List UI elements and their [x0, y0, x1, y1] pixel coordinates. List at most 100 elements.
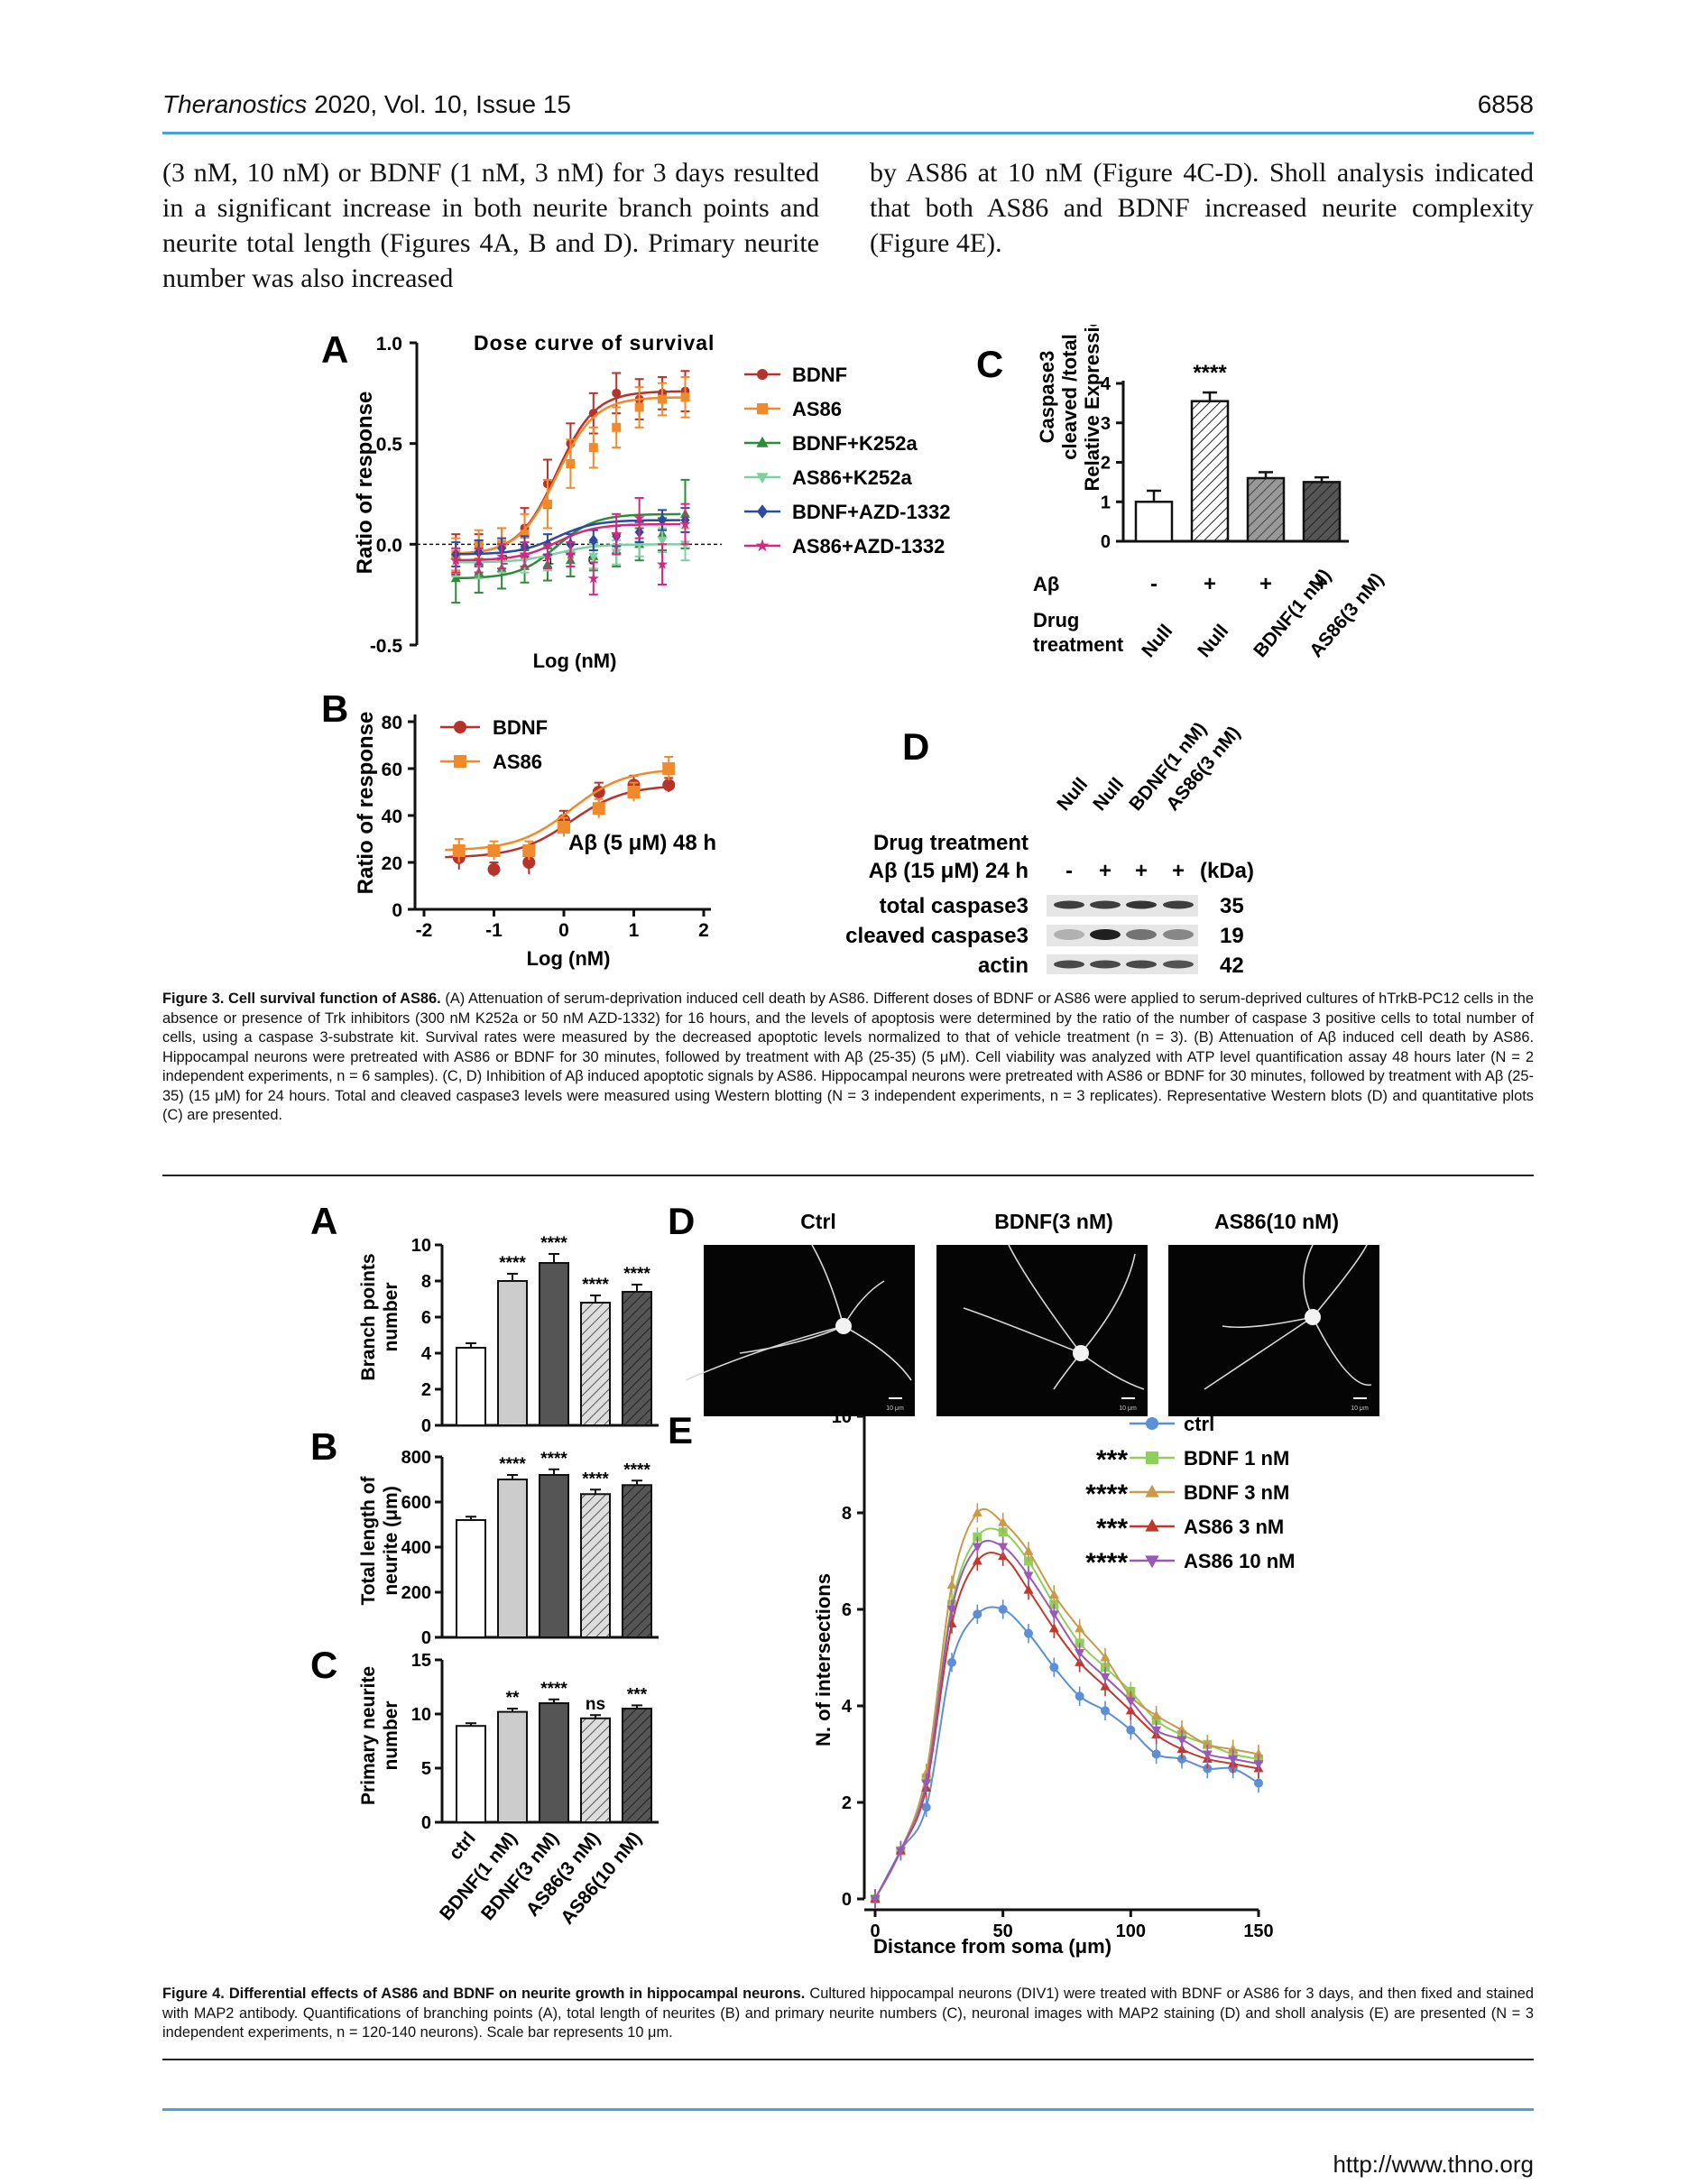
header-rule: [162, 132, 1534, 134]
fig3a-fit-line: [456, 543, 681, 564]
fig4d-dendrite: [1008, 1244, 1082, 1354]
fig3b-fit-line: [445, 769, 673, 852]
fig4-bar: [539, 1474, 569, 1638]
fig4-caption-title: Figure 4. Differential effects of AS86 a…: [162, 1986, 806, 2002]
fig4b-ylabel-1: Total length of: [358, 1475, 379, 1605]
svg-text:Relative Expression: Relative Expression: [1081, 325, 1103, 492]
fig4d-scale-label: 10 μm: [1119, 1405, 1137, 1412]
fig3c-row2-label-1: Drug: [1033, 609, 1079, 631]
fig3a-point: [566, 459, 576, 468]
fig3a-fit-line: [456, 396, 681, 555]
fig4e-point: [1202, 1750, 1213, 1760]
fig4e-x-tick-label: 150: [1243, 1921, 1273, 1941]
fig3b-point: [452, 844, 466, 857]
fig4e-legend-significance: ****: [1085, 1479, 1128, 1509]
fig3d-band: [1126, 960, 1157, 969]
fig4e-point: [1203, 1764, 1213, 1774]
fig3-panel-a-letter: A: [321, 328, 348, 371]
fig3b-point: [487, 862, 501, 876]
fig4d-neuron-images: 10 μm 10 μm 10 μm: [685, 1244, 1379, 1416]
fig4e-point: [946, 1580, 957, 1590]
fig4e-point: [947, 1657, 956, 1667]
fig3a-point: [541, 550, 554, 561]
fig4e-point: [998, 1543, 1009, 1553]
fig4-bar: [497, 1479, 528, 1638]
fig4d-title-bdnf: BDNF(3 nM): [994, 1210, 1113, 1233]
fig4e-point: [1048, 1589, 1059, 1599]
fig3d-blot-strip: [1047, 925, 1198, 946]
fig3d-band-kda: 35: [1220, 894, 1244, 918]
fig3b-point: [592, 802, 605, 816]
fig3c-drug-label: Null: [1194, 621, 1232, 661]
fig4e-x-tick-label: 50: [993, 1921, 1013, 1941]
fig3a-point: [611, 528, 623, 539]
figure-4: A B C Branch points number Total length …: [310, 1200, 1379, 1958]
fig3a-legend-label: AS86+AZD-1332: [792, 535, 945, 558]
fig4e-legend-significance: ***: [1096, 1445, 1128, 1475]
fig4-bar: [622, 1484, 652, 1638]
fig4d-neuron: 10 μm: [1204, 1244, 1372, 1412]
fig3d-band-kda: 19: [1220, 924, 1244, 948]
fig4d-title-ctrl: Ctrl: [800, 1210, 836, 1233]
fig3-caption-title: Figure 3. Cell survival function of AS86…: [162, 991, 441, 1007]
fig4e-legend-significance: ***: [1096, 1514, 1128, 1544]
fig4-panel-a-letter: A: [310, 1200, 337, 1242]
fig4-bar-significance: ****: [499, 1254, 526, 1273]
fig4e-series: [870, 1546, 1264, 1909]
fig3a-point: [588, 443, 598, 453]
fig3c-bar: [1190, 400, 1230, 543]
fig4e-point: [1048, 1623, 1059, 1633]
fig3b-y-tick-label: 80: [382, 713, 402, 733]
fig3c-bar: [1302, 481, 1342, 543]
fig4e-series: [870, 1536, 1264, 1909]
fig3b-legend-label: BDNF: [493, 716, 548, 739]
fig3c-drug-label: Null: [1138, 621, 1176, 661]
fig4-bar-y-tick-label: 600: [401, 1493, 431, 1513]
fig4-bar-y-tick-label: 10: [411, 1236, 431, 1256]
fig3a-point: [450, 554, 462, 566]
fig4e-legend-label: ctrl: [1184, 1413, 1214, 1435]
fig4e-point: [1253, 1760, 1264, 1770]
fig3a-point: [587, 572, 599, 584]
fig4-group-label: ctrl: [445, 1828, 480, 1864]
fig4-bar: [580, 1302, 611, 1426]
fig3c-abeta-mark: +: [1259, 572, 1272, 596]
fig4e-legend-significance: ****: [1085, 1548, 1128, 1578]
fig3d-band-kda: 42: [1220, 954, 1244, 974]
fig3d-blot-strip: [1047, 954, 1198, 974]
fig3a-legend-label: AS86+K252a: [792, 466, 912, 489]
fig4e-point: [1023, 1545, 1034, 1555]
fig3d-drug-label: Null: [1053, 774, 1092, 815]
fig3b-point: [662, 762, 676, 775]
fig4e-point: [1075, 1638, 1084, 1648]
fig4e-line: [874, 1539, 1259, 1900]
fig3c-y-tick-label: 1: [1101, 493, 1111, 512]
fig4-bar: [456, 1519, 486, 1638]
fig3a-legend-marker: [755, 539, 770, 552]
fig4-bar-y-tick-label: 15: [411, 1651, 431, 1671]
fig3b-legend-marker: [454, 721, 466, 733]
fig3a-point: [473, 554, 484, 566]
fig4d-dendrite: [811, 1244, 844, 1327]
fig4e-y-tick-label: 0: [842, 1890, 852, 1910]
fig3c-y-tick-label: 3: [1101, 414, 1111, 434]
figure-3: A Dose curve of survival Ratio of respon…: [321, 325, 1388, 974]
fig4e-legend-label: AS86 10 nM: [1184, 1550, 1296, 1572]
fig3b-ylabel: Ratio of response: [354, 712, 378, 895]
fig3b-plot: 0 20 40 60 80 -2 -1 0 1 2: [382, 713, 711, 941]
fig4-bar-significance: ****: [540, 1234, 567, 1253]
fig4e-legend-label: AS86 3 nM: [1184, 1516, 1284, 1538]
fig4-bar-y-tick-label: 800: [401, 1448, 431, 1468]
fig4e-point: [921, 1802, 931, 1812]
fig4c-ylabel-2: number: [381, 1700, 401, 1770]
fig3b-x-tick-label: 1: [629, 920, 640, 941]
fig4e-series: [871, 1522, 1263, 1909]
fig3c-row1-label: Aβ: [1033, 573, 1059, 595]
fig3d-kda-label: (kDa): [1200, 859, 1254, 883]
page-number: 6858: [1477, 90, 1534, 118]
fig4-panel-c-letter: C: [310, 1644, 337, 1686]
fig3b-point: [522, 856, 536, 869]
fig3a-point: [542, 499, 552, 509]
fig4d-dendrite: [1312, 1316, 1372, 1387]
